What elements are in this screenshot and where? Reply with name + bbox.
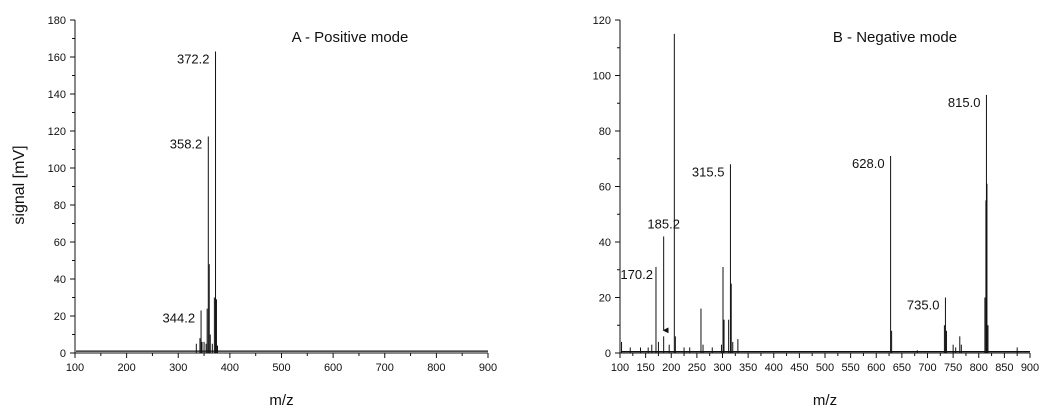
y-tick-label: 40 — [599, 237, 611, 249]
y-tick-label: 20 — [54, 311, 66, 323]
peak-label: 315.5 — [692, 164, 725, 179]
peak-label: 628.0 — [852, 156, 885, 171]
y-tick-label: 100 — [48, 163, 66, 175]
x-tick-label: 850 — [995, 362, 1013, 374]
peak-label: 344.2 — [163, 310, 196, 325]
x-tick-label: 550 — [841, 362, 859, 374]
x-tick-label: 900 — [1021, 362, 1039, 374]
x-tick-label: 250 — [688, 362, 706, 374]
y-axis-label: signal [mV] — [11, 145, 28, 224]
x-tick-label: 800 — [970, 362, 988, 374]
y-tick-label: 120 — [48, 126, 66, 138]
y-tick-label: 60 — [54, 237, 66, 249]
x-tick-label: 300 — [713, 362, 731, 374]
x-tick-label: 150 — [636, 362, 654, 374]
chart-title: B - Negative mode — [833, 29, 957, 46]
y-tick-label: 60 — [599, 182, 611, 194]
peak-label: 358.2 — [170, 137, 203, 152]
x-tick-label: 600 — [867, 362, 885, 374]
x-tick-label: 100 — [66, 362, 84, 374]
x-tick-label: 200 — [117, 362, 135, 374]
y-tick-label: 160 — [48, 52, 66, 64]
x-tick-label: 800 — [427, 362, 445, 374]
panel-positive-mode: 100 200 300 400 500 600 700 800 900 0 20 40 60 80 100 1… — [48, 15, 498, 409]
x-tick-label: 600 — [324, 362, 342, 374]
peak-label: 815.0 — [948, 95, 981, 110]
x-tick-label: 300 — [169, 362, 187, 374]
x-axis-label: m/z — [269, 392, 293, 409]
x-tick-label: 450 — [790, 362, 808, 374]
peak-label: 735.0 — [907, 298, 940, 313]
x-tick-label: 750 — [944, 362, 962, 374]
x-tick-label: 400 — [221, 362, 239, 374]
panel-negative-mode: 100 150 200 250 300 350 400 450 500 550 600 650 700 7… — [593, 15, 1040, 409]
y-tick-label: 140 — [48, 89, 66, 101]
y-tick-label: 40 — [54, 274, 66, 286]
x-tick-label: 400 — [765, 362, 783, 374]
chart-title: A - Positive mode — [292, 29, 409, 46]
y-tick-label: 100 — [593, 71, 611, 83]
x-tick-label: 700 — [918, 362, 936, 374]
x-tick-label: 900 — [479, 362, 497, 374]
x-tick-label: 350 — [739, 362, 757, 374]
peak-label: 185.2 — [647, 216, 680, 231]
x-axis-label: m/z — [813, 392, 837, 409]
y-tick-label: 180 — [48, 15, 66, 27]
y-tick-label: 80 — [54, 200, 66, 212]
y-tick-label: 0 — [60, 348, 66, 360]
x-tick-label: 500 — [272, 362, 290, 374]
x-tick-label: 200 — [662, 362, 680, 374]
y-tick-label: 0 — [605, 348, 611, 360]
x-tick-label: 700 — [376, 362, 394, 374]
y-tick-label: 20 — [599, 293, 611, 305]
y-tick-label: 80 — [599, 126, 611, 138]
peak-label: 170.2 — [620, 267, 653, 282]
x-tick-label: 100 — [611, 362, 629, 374]
y-tick-label: 120 — [593, 15, 611, 27]
peak-label: 372.2 — [177, 51, 210, 66]
x-tick-label: 500 — [816, 362, 834, 374]
x-tick-label: 650 — [893, 362, 911, 374]
